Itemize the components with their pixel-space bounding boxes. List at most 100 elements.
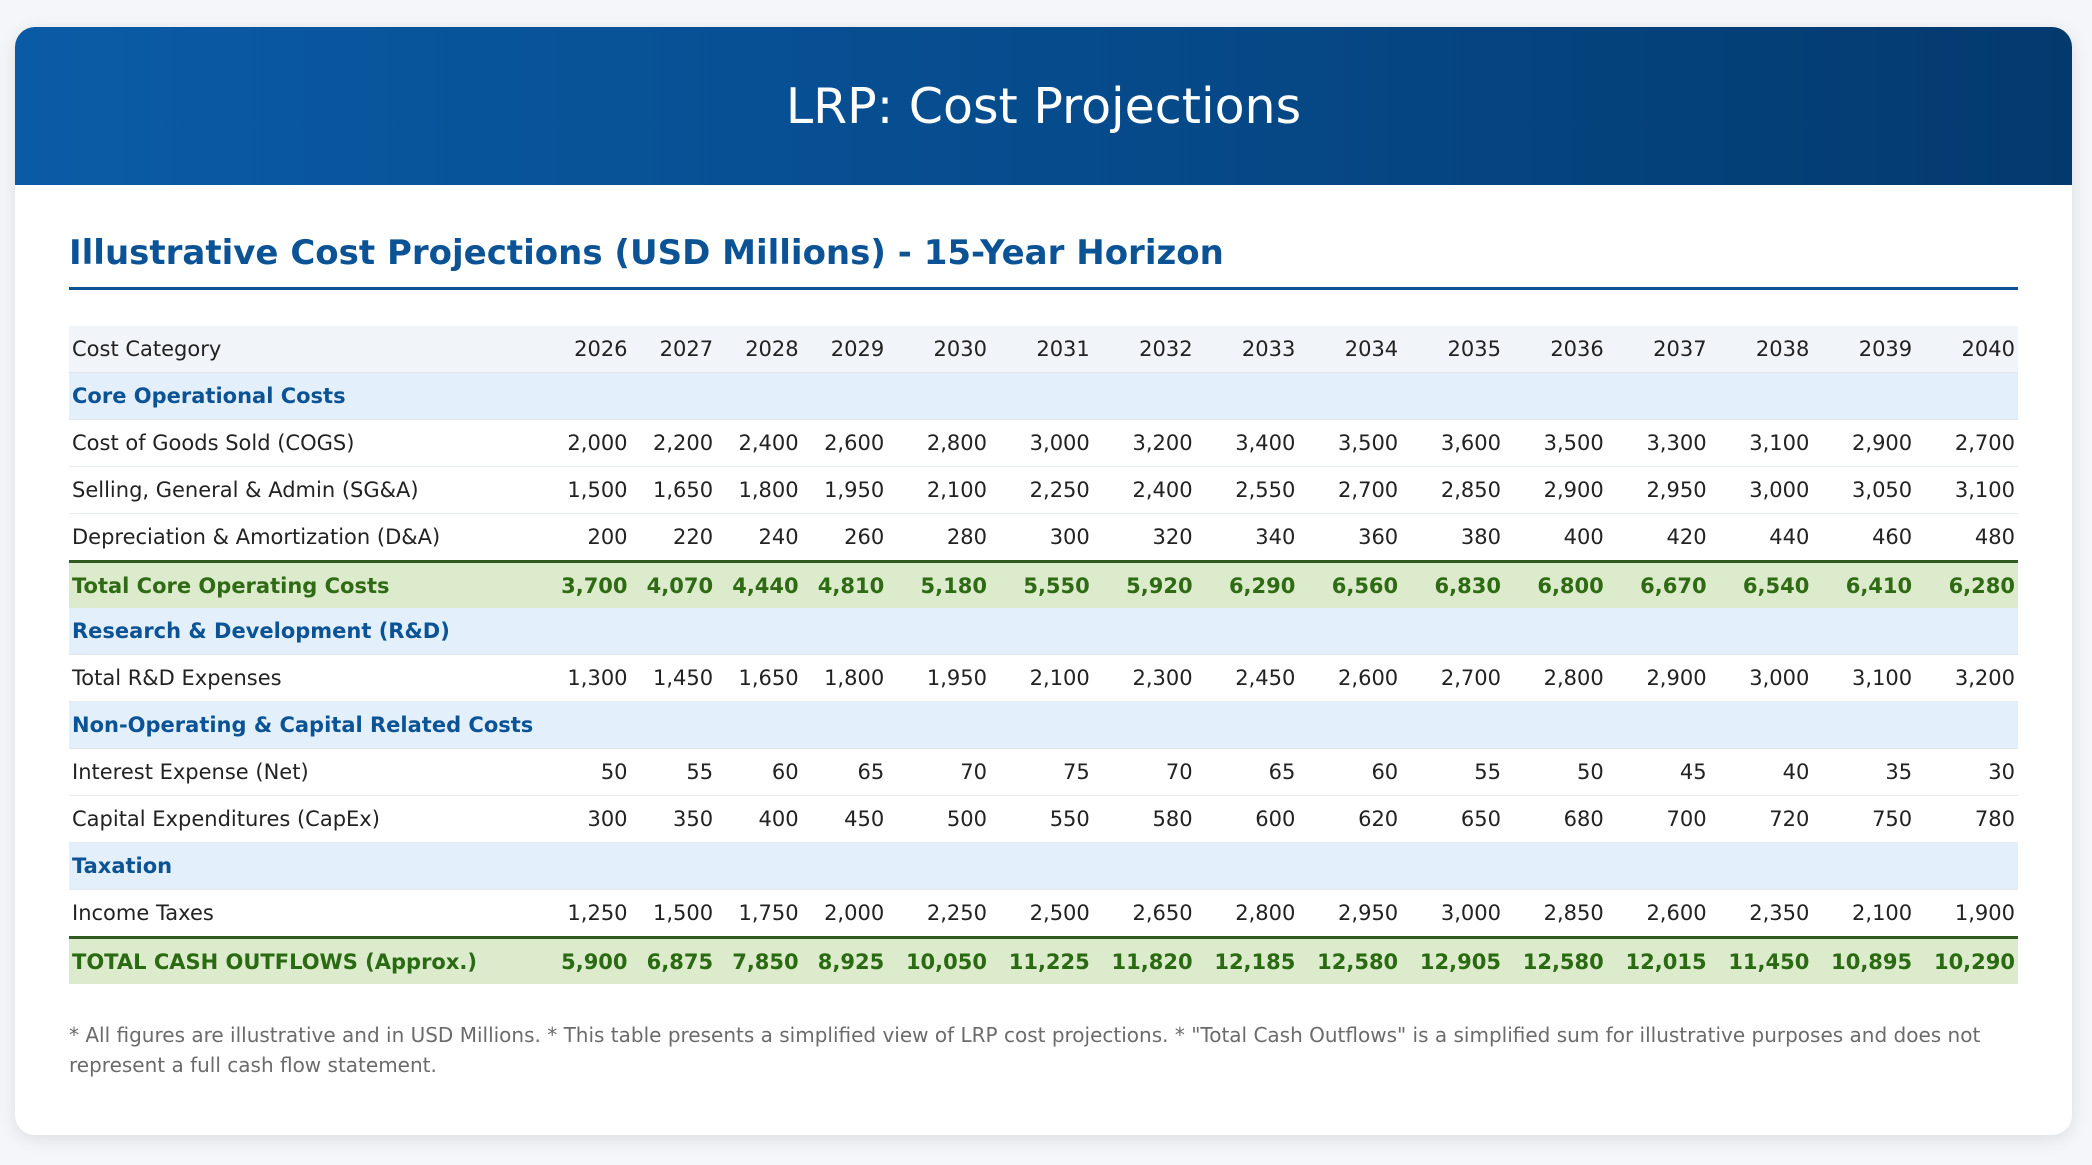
- value-cell: [1401, 842, 1504, 890]
- value-cell: 2,800: [1503, 654, 1607, 702]
- value-cell: 8,925: [801, 936, 888, 984]
- value-cell: [1709, 701, 1813, 749]
- value-cell: 450: [801, 795, 888, 843]
- cost-projections-table: Cost Category 2026 2027 2028 2029 2030 2031 20…: [69, 326, 2018, 984]
- value-cell: 1,500: [545, 466, 631, 514]
- value-cell: 65: [1195, 748, 1299, 796]
- value-cell: 750: [1812, 795, 1916, 843]
- row-label: Research & Development (R&D): [69, 608, 545, 655]
- row-label: Non-Operating & Capital Related Costs: [69, 701, 545, 749]
- value-cell: 5,180: [887, 560, 990, 608]
- value-cell: 2,450: [1195, 654, 1299, 702]
- value-cell: [887, 842, 990, 890]
- value-cell: [1092, 842, 1196, 890]
- content-area: Illustrative Cost Projections (USD Milli…: [15, 185, 2072, 1080]
- value-cell: 30: [1915, 748, 2018, 796]
- value-cell: 5,920: [1092, 560, 1196, 608]
- value-cell: 2,000: [801, 889, 888, 938]
- value-cell: [1915, 372, 2018, 420]
- table-row: Interest Expense (Net) 50 55 60 65 70 75 70 65 60…: [69, 748, 2018, 796]
- value-cell: 60: [716, 748, 802, 796]
- value-cell: [801, 608, 888, 655]
- row-label: Depreciation & Amortization (D&A): [69, 513, 545, 562]
- value-cell: [716, 842, 802, 890]
- value-cell: [1092, 701, 1196, 749]
- value-cell: 320: [1092, 513, 1196, 562]
- value-cell: 10,290: [1915, 936, 2018, 984]
- header-year: 2027: [630, 326, 717, 373]
- value-cell: [1401, 701, 1504, 749]
- section-header-row: Core Operational Costs: [69, 372, 2018, 420]
- value-cell: 3,000: [989, 419, 1093, 467]
- value-cell: [1092, 372, 1196, 420]
- value-cell: [1503, 372, 1607, 420]
- value-cell: [716, 701, 802, 749]
- value-cell: 2,950: [1298, 889, 1402, 938]
- value-cell: 50: [545, 748, 631, 796]
- value-cell: [1812, 842, 1916, 890]
- value-cell: 6,540: [1709, 560, 1813, 608]
- value-cell: [630, 701, 717, 749]
- header-year: 2033: [1195, 326, 1299, 373]
- table-row: Income Taxes 1,250 1,500 1,750 2,000 2,250 2,5…: [69, 889, 2018, 938]
- value-cell: 75: [989, 748, 1093, 796]
- value-cell: 6,830: [1401, 560, 1504, 608]
- value-cell: [1606, 842, 1710, 890]
- value-cell: [1812, 608, 1916, 655]
- value-cell: 11,450: [1709, 936, 1813, 984]
- value-cell: 2,600: [1298, 654, 1402, 702]
- header-year: 2038: [1709, 326, 1813, 373]
- value-cell: [1401, 608, 1504, 655]
- header-cost-category: Cost Category: [69, 326, 545, 373]
- value-cell: 55: [630, 748, 717, 796]
- value-cell: 12,905: [1401, 936, 1504, 984]
- value-cell: [989, 701, 1093, 749]
- value-cell: 700: [1606, 795, 1710, 843]
- value-cell: 550: [989, 795, 1093, 843]
- header-year: 2032: [1092, 326, 1196, 373]
- value-cell: 2,100: [989, 654, 1093, 702]
- value-cell: 420: [1606, 513, 1710, 562]
- value-cell: 2,900: [1812, 419, 1916, 467]
- value-cell: [1298, 372, 1402, 420]
- value-cell: 35: [1812, 748, 1916, 796]
- value-cell: [1401, 372, 1504, 420]
- value-cell: [545, 701, 631, 749]
- value-cell: 380: [1401, 513, 1504, 562]
- header-year: 2037: [1606, 326, 1710, 373]
- value-cell: 3,700: [545, 560, 631, 608]
- value-cell: 2,850: [1503, 889, 1607, 938]
- value-cell: 400: [716, 795, 802, 843]
- value-cell: 260: [801, 513, 888, 562]
- value-cell: 2,700: [1401, 654, 1504, 702]
- header-year: 2031: [989, 326, 1093, 373]
- value-cell: [1195, 372, 1299, 420]
- header-year: 2034: [1298, 326, 1402, 373]
- value-cell: [1298, 701, 1402, 749]
- value-cell: 1,950: [887, 654, 990, 702]
- value-cell: 50: [1503, 748, 1607, 796]
- row-label: Interest Expense (Net): [69, 748, 545, 796]
- table-header-row: Cost Category 2026 2027 2028 2029 2030 2031 20…: [69, 326, 2018, 373]
- header-year: 2029: [801, 326, 888, 373]
- value-cell: 5,900: [545, 936, 631, 984]
- value-cell: [1606, 701, 1710, 749]
- section-header-row: Research & Development (R&D): [69, 608, 2018, 655]
- value-cell: [887, 372, 990, 420]
- value-cell: [1195, 842, 1299, 890]
- value-cell: 360: [1298, 513, 1402, 562]
- value-cell: [887, 608, 990, 655]
- value-cell: 2,100: [1812, 889, 1916, 938]
- value-cell: 7,850: [716, 936, 802, 984]
- value-cell: 3,000: [1709, 466, 1813, 514]
- header-year: 2030: [887, 326, 990, 373]
- value-cell: 2,400: [716, 419, 802, 467]
- value-cell: 10,050: [887, 936, 990, 984]
- value-cell: [1195, 701, 1299, 749]
- value-cell: 65: [801, 748, 888, 796]
- value-cell: 6,670: [1606, 560, 1710, 608]
- value-cell: 45: [1606, 748, 1710, 796]
- value-cell: 300: [989, 513, 1093, 562]
- value-cell: 6,560: [1298, 560, 1402, 608]
- header-banner: LRP: Cost Projections: [15, 27, 2072, 185]
